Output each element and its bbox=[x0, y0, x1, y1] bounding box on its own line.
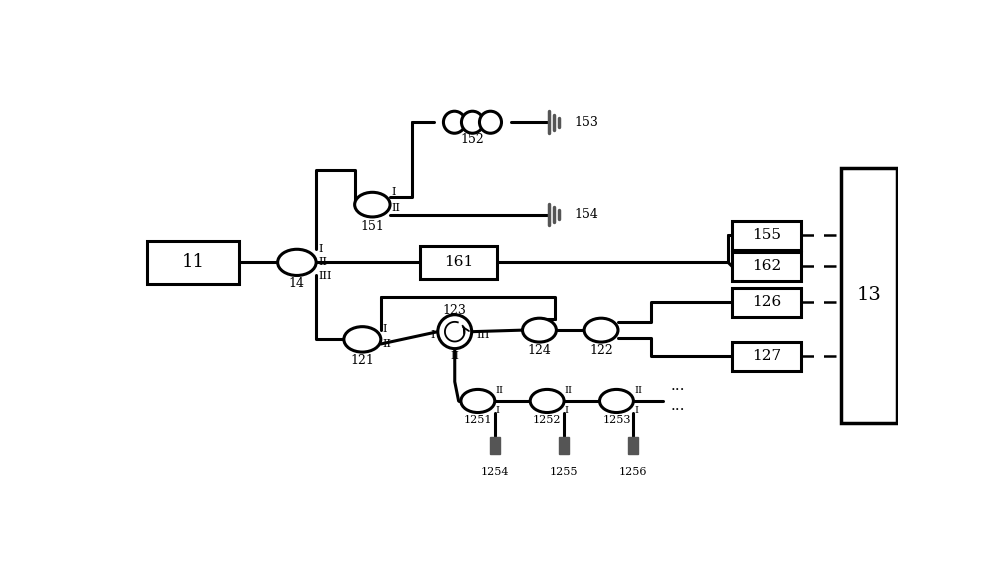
Text: 162: 162 bbox=[752, 259, 781, 273]
Circle shape bbox=[479, 111, 501, 133]
Text: 121: 121 bbox=[350, 354, 374, 367]
Text: 123: 123 bbox=[443, 303, 467, 316]
Text: II: II bbox=[565, 386, 573, 395]
Text: I: I bbox=[430, 330, 435, 339]
Bar bbox=[490, 437, 500, 454]
Text: ···: ··· bbox=[671, 403, 685, 417]
Circle shape bbox=[461, 111, 483, 133]
Text: II: II bbox=[634, 386, 642, 395]
Text: 155: 155 bbox=[752, 229, 781, 243]
Text: 1256: 1256 bbox=[619, 467, 648, 477]
Text: 1251: 1251 bbox=[464, 415, 492, 425]
Text: I: I bbox=[565, 406, 569, 415]
Text: 11: 11 bbox=[181, 253, 204, 271]
Ellipse shape bbox=[600, 390, 633, 413]
Ellipse shape bbox=[278, 249, 316, 275]
Text: II: II bbox=[382, 339, 391, 349]
Text: 154: 154 bbox=[574, 208, 598, 221]
Text: 124: 124 bbox=[528, 343, 551, 356]
Circle shape bbox=[443, 111, 465, 133]
Text: I: I bbox=[382, 324, 387, 334]
Text: II: II bbox=[496, 386, 504, 395]
Text: 151: 151 bbox=[360, 220, 384, 233]
Text: 127: 127 bbox=[752, 349, 781, 363]
Ellipse shape bbox=[584, 318, 618, 342]
Text: II: II bbox=[318, 257, 327, 267]
Text: III: III bbox=[318, 271, 332, 282]
Text: 1255: 1255 bbox=[550, 467, 578, 477]
Text: 152: 152 bbox=[461, 133, 484, 146]
FancyBboxPatch shape bbox=[841, 168, 897, 422]
Ellipse shape bbox=[344, 327, 381, 352]
Text: I: I bbox=[634, 406, 638, 415]
Text: III: III bbox=[476, 330, 490, 339]
Text: ···: ··· bbox=[671, 383, 685, 397]
Text: 153: 153 bbox=[574, 116, 598, 129]
Text: II: II bbox=[392, 203, 401, 213]
Text: I: I bbox=[318, 244, 323, 253]
FancyBboxPatch shape bbox=[732, 252, 801, 281]
FancyBboxPatch shape bbox=[147, 241, 239, 284]
Text: 1252: 1252 bbox=[533, 415, 561, 425]
Ellipse shape bbox=[355, 193, 390, 217]
Circle shape bbox=[438, 315, 472, 348]
Text: 161: 161 bbox=[444, 256, 473, 269]
Text: 13: 13 bbox=[857, 287, 881, 305]
Bar bbox=[628, 437, 638, 454]
Text: 1254: 1254 bbox=[481, 467, 509, 477]
Ellipse shape bbox=[461, 390, 495, 413]
Bar bbox=[559, 437, 569, 454]
Text: I: I bbox=[392, 187, 396, 197]
Ellipse shape bbox=[530, 390, 564, 413]
Text: 1253: 1253 bbox=[602, 415, 631, 425]
FancyBboxPatch shape bbox=[732, 288, 801, 317]
FancyBboxPatch shape bbox=[420, 246, 497, 279]
Text: I: I bbox=[496, 406, 500, 415]
Ellipse shape bbox=[523, 318, 556, 342]
Text: 122: 122 bbox=[589, 343, 613, 356]
FancyBboxPatch shape bbox=[732, 221, 801, 250]
Text: 126: 126 bbox=[752, 296, 781, 310]
Text: II: II bbox=[450, 351, 459, 361]
FancyBboxPatch shape bbox=[732, 342, 801, 371]
Text: 14: 14 bbox=[289, 278, 305, 291]
